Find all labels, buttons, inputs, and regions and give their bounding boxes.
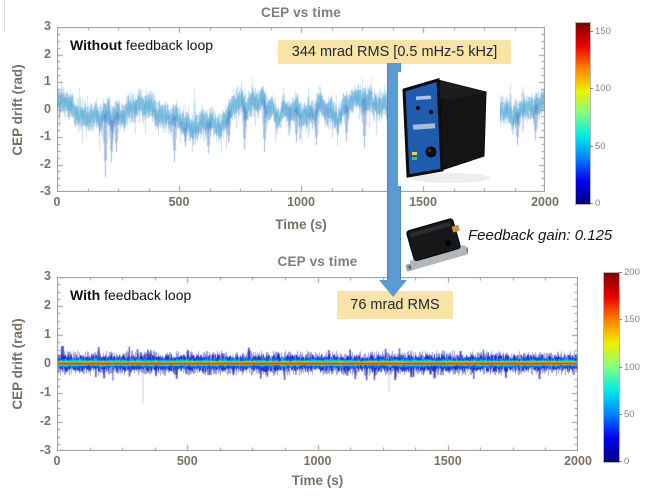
top-x-tick-label: 0 bbox=[53, 195, 61, 209]
top-colorbar-tick-label: 100 bbox=[595, 83, 611, 95]
top-colorbar-tick-label: 0 bbox=[595, 198, 601, 209]
top-colorbar-tick-label: 50 bbox=[595, 140, 606, 152]
bottom-colorbar-tick-label: 0 bbox=[624, 456, 630, 467]
bottom-plot-annotation: With feedback loop bbox=[70, 287, 191, 303]
top-plot-annotation-rest: feedback loop bbox=[121, 37, 214, 53]
top-y-tick-label: 3 bbox=[44, 19, 51, 33]
top-x-tick-label: 1000 bbox=[287, 195, 315, 209]
bottom-colorbar-tick bbox=[619, 413, 622, 415]
bottom-y-tick-label: 0 bbox=[44, 356, 51, 370]
top-colorbar-tick bbox=[590, 145, 593, 147]
top-y-tick-label: 1 bbox=[44, 74, 51, 88]
bottom-plot-annotation-rest: feedback loop bbox=[100, 287, 192, 303]
feedback-flow-arrow-head bbox=[379, 280, 407, 297]
bottom-colorbar-tick-label: 50 bbox=[624, 408, 635, 420]
top-plot-annotation-bold: Without bbox=[70, 37, 122, 53]
top-x-tick-label: 500 bbox=[168, 195, 190, 209]
top-colorbar-tick-label: 150 bbox=[595, 26, 611, 38]
top-colorbar-tick bbox=[590, 203, 593, 204]
bottom-x-tick-label: 1000 bbox=[303, 454, 332, 468]
bottom-y-tick-label: -2 bbox=[39, 414, 51, 428]
bottom-x-tick-label: 2000 bbox=[564, 454, 592, 468]
bottom-colorbar-tick bbox=[619, 366, 622, 368]
top-x-tick-label: 2000 bbox=[531, 195, 559, 209]
bottom-colorbar-tick-label: 100 bbox=[624, 361, 640, 373]
bottom-x-tick-label: 500 bbox=[176, 454, 198, 468]
top-colorbar-tick bbox=[590, 88, 593, 90]
bottom-y-tick-label: -1 bbox=[39, 385, 51, 399]
top-chart-title: CEP vs time bbox=[261, 5, 341, 20]
top-y-tick-label: -2 bbox=[39, 156, 51, 171]
top-colorbar bbox=[575, 22, 591, 205]
cep-stabilizer-unit-photo bbox=[398, 72, 500, 186]
bottom-colorbar bbox=[603, 272, 620, 463]
top-y-tick-label: 2 bbox=[44, 46, 51, 61]
top-y-tick-label: -3 bbox=[39, 184, 51, 198]
top-y-tick-label: -1 bbox=[39, 129, 51, 143]
bottom-x-tick-label: 0 bbox=[53, 454, 61, 468]
feedback-gain-label: Feedback gain: 0.125 bbox=[468, 227, 613, 244]
bottom-x-axis-label: Time (s) bbox=[291, 473, 344, 488]
slide-edge-line bbox=[4, 0, 5, 32]
bottom-colorbar-tick-label: 200 bbox=[624, 267, 640, 278]
bottom-y-tick-label: 2 bbox=[44, 298, 51, 312]
top-y-tick-label: 0 bbox=[44, 101, 51, 116]
top-x-axis-label: Time (s) bbox=[275, 217, 327, 232]
top-colorbar-tick bbox=[590, 31, 593, 33]
bottom-y-tick-label: -3 bbox=[39, 443, 51, 457]
top-rms-annotation-box: 344 mrad RMS [0.5 mHz-5 kHz] bbox=[278, 40, 511, 64]
bottom-plot-annotation-bold: With bbox=[70, 287, 101, 303]
bottom-colorbar-tick-label: 150 bbox=[624, 314, 640, 326]
top-plot-annotation: Without feedback loop bbox=[70, 37, 213, 53]
bottom-chart-plot-area bbox=[57, 277, 578, 451]
bottom-colorbar-tick bbox=[619, 461, 622, 462]
bottom-x-tick-label: 1500 bbox=[433, 454, 462, 468]
top-x-tick-label: 1500 bbox=[409, 195, 437, 209]
bottom-chart-title: CEP vs time bbox=[277, 254, 358, 269]
bottom-colorbar-tick bbox=[619, 272, 622, 273]
bottom-colorbar-tick bbox=[619, 319, 622, 321]
bottom-y-tick-label: 1 bbox=[44, 327, 51, 341]
feedback-module-photo bbox=[405, 218, 468, 272]
bottom-y-tick-label: 3 bbox=[44, 269, 51, 283]
